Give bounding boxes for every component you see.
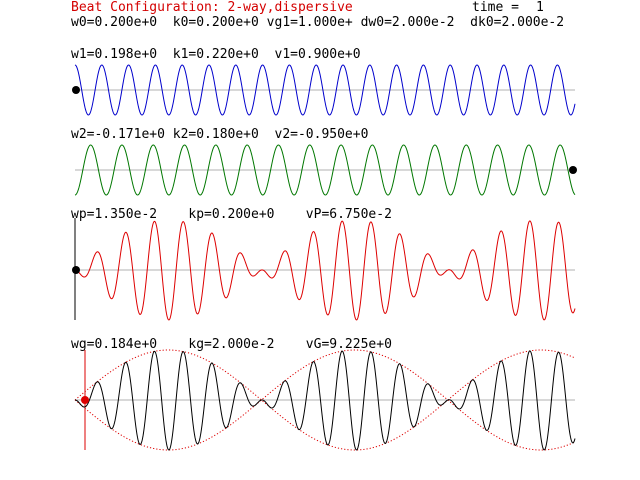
- wave1-parameters: w1=0.198e+0 k1=0.220e+0 v1=0.900e+0: [71, 47, 361, 62]
- group-envelope-upper: [74, 349, 576, 451]
- phase-panel: [72, 218, 576, 321]
- group-probe-marker-icon[interactable]: [81, 396, 89, 404]
- wave1-panel: [72, 64, 576, 116]
- phase-curve: [74, 220, 576, 321]
- group-curve: [74, 350, 576, 451]
- phase-marker-icon[interactable]: [72, 266, 80, 274]
- wave2-parameters: w2=-0.171e+0 k2=0.180e+0 v2=-0.950e+0: [71, 127, 369, 142]
- wave1-curve: [74, 64, 576, 116]
- page-title: Beat Configuration: 2-way,dispersive: [71, 0, 353, 15]
- group-parameters: wg=0.184e+0 kg=2.000e-2 vG=9.225e+0: [71, 337, 392, 352]
- group-envelope-lower: [74, 349, 576, 451]
- wave1-marker-icon[interactable]: [72, 86, 80, 94]
- time-label: time =: [472, 0, 519, 15]
- wave2-panel: [74, 144, 577, 196]
- phase-parameters: wp=1.350e-2 kp=0.200e+0 vP=6.750e-2: [71, 207, 392, 222]
- time-value: 1: [536, 0, 544, 15]
- wave2-marker-icon[interactable]: [569, 166, 577, 174]
- base-parameters: w0=0.200e+0 k0=0.200e+0 vg1=1.000e+ dw0=…: [71, 15, 565, 30]
- group-panel: [74, 349, 576, 451]
- wave2-curve: [74, 144, 576, 196]
